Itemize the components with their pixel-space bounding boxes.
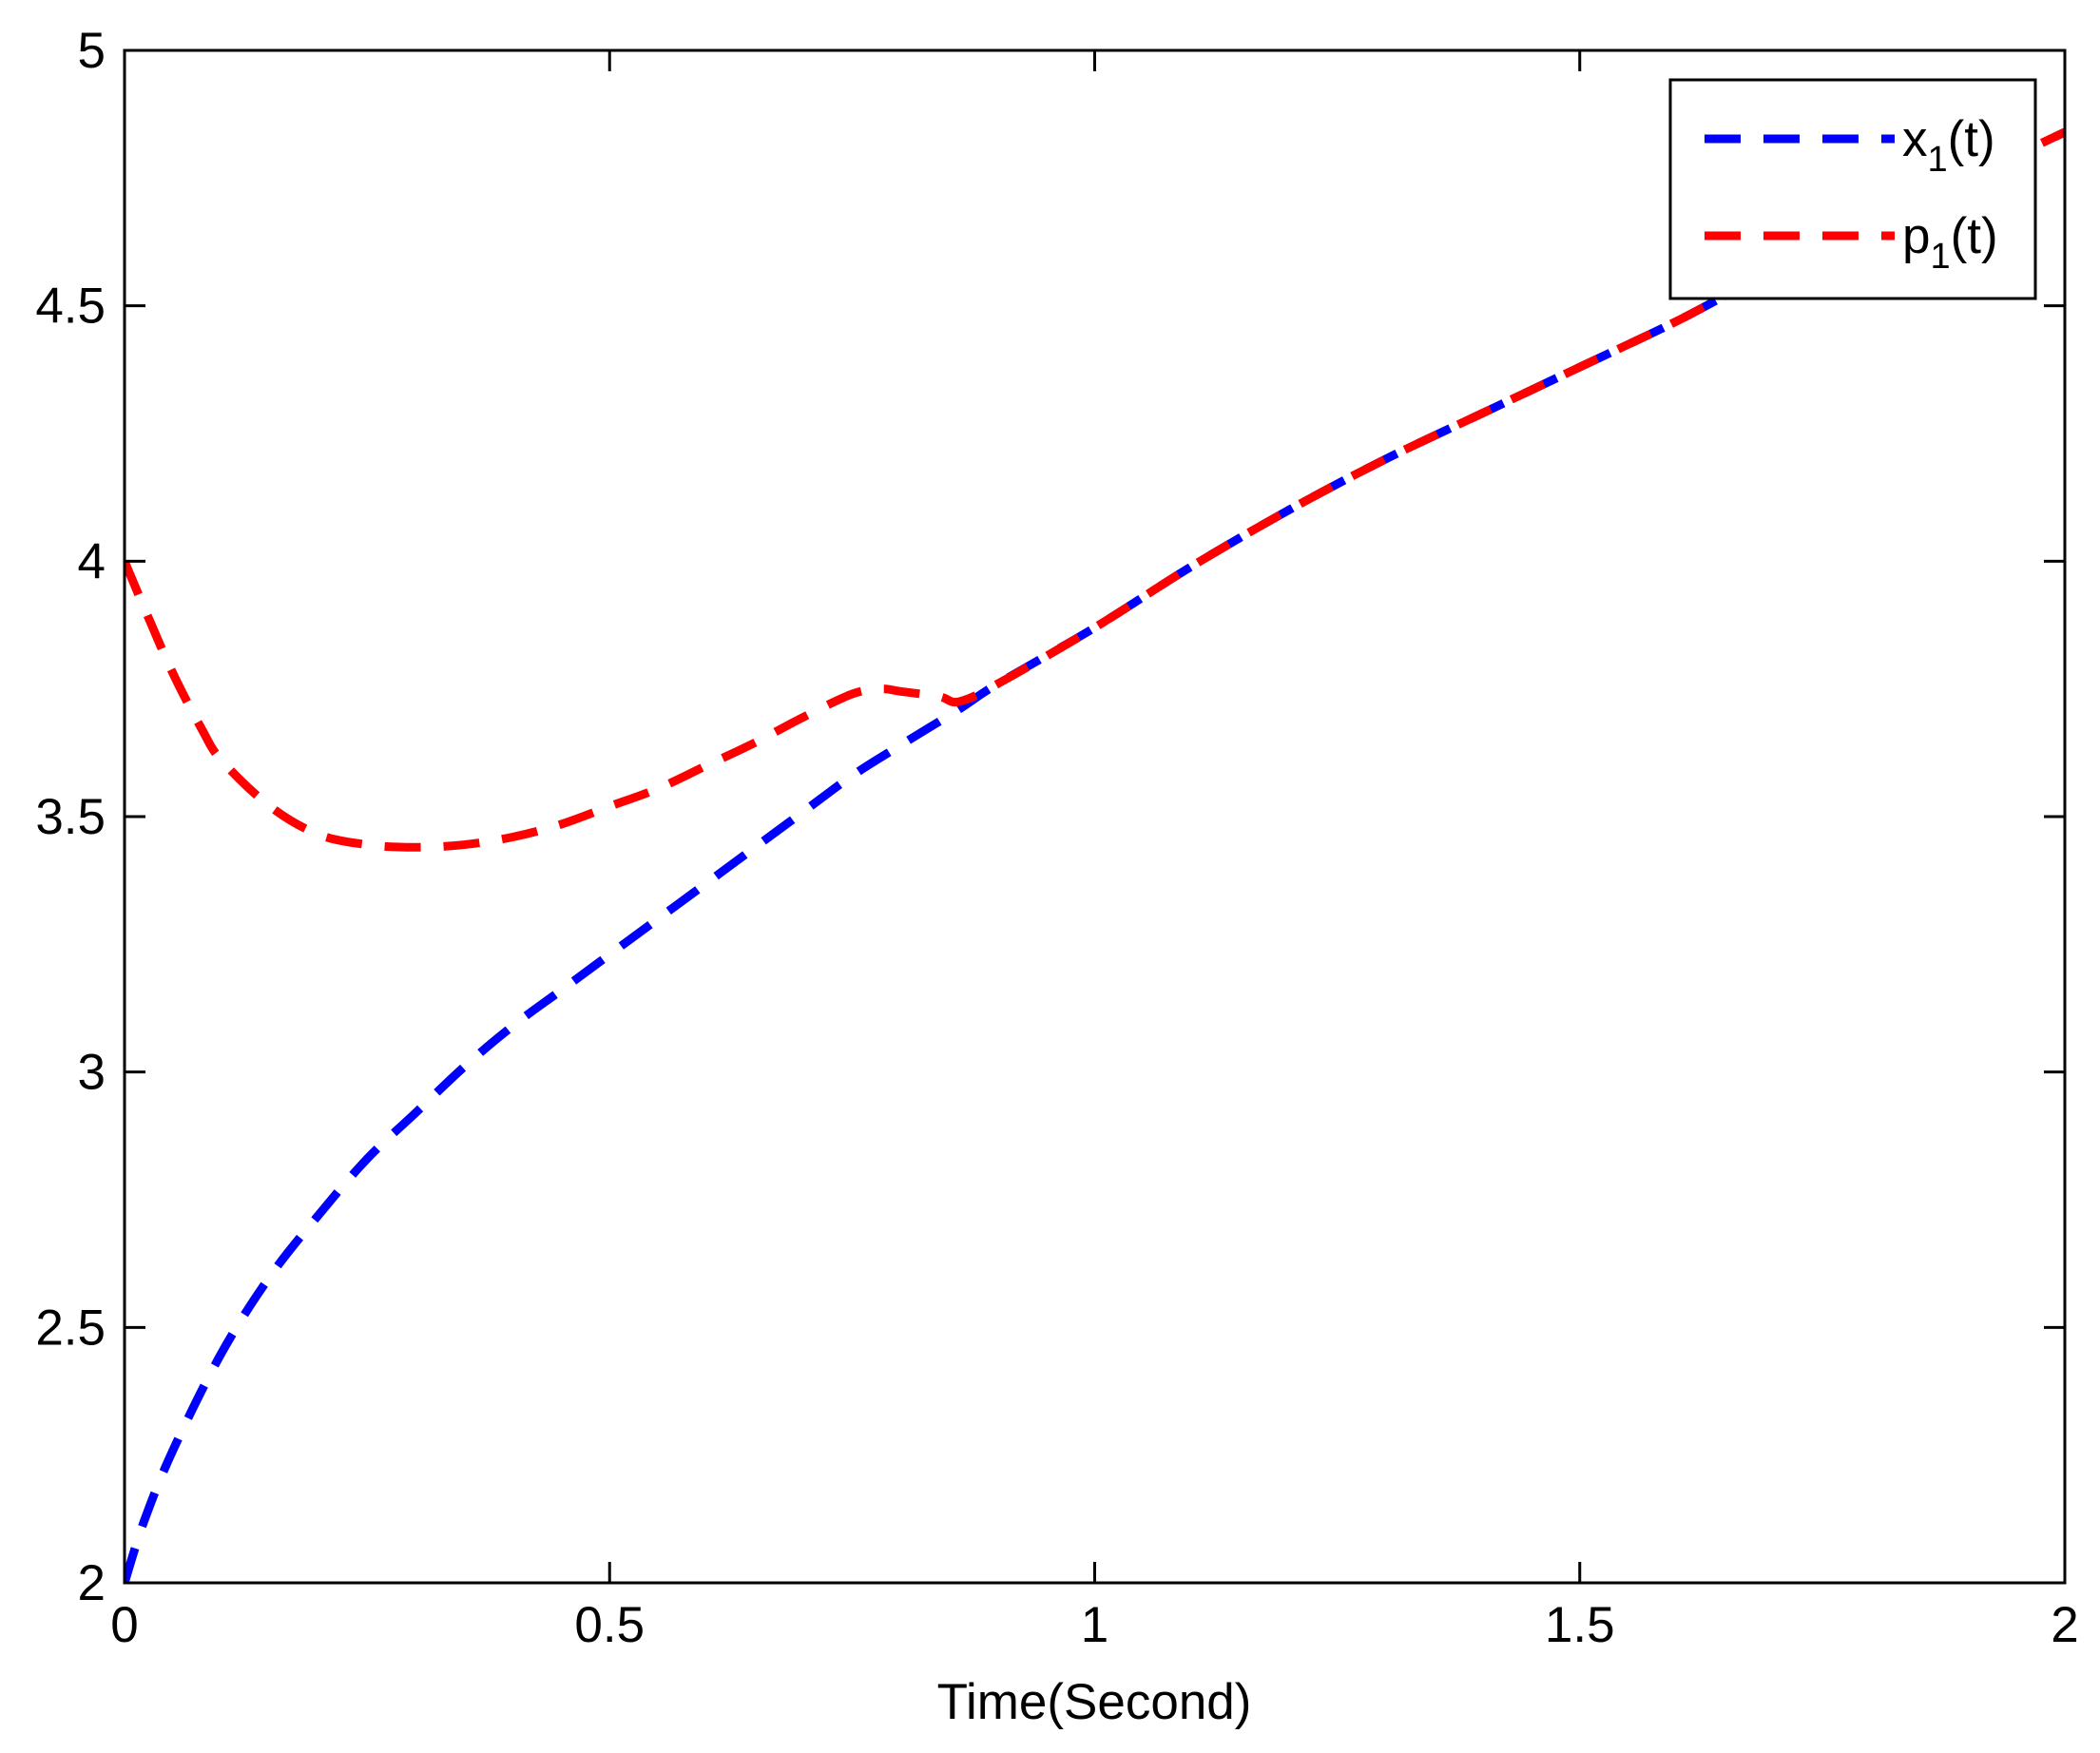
legend-label-p1: p1(t) — [1902, 208, 1998, 277]
legend: x1(t) p1(t) — [1668, 78, 2037, 300]
legend-box — [1668, 78, 2037, 300]
y-tick-label: 2.5 — [35, 1300, 106, 1356]
x-tick-label: 0.5 — [574, 1597, 645, 1653]
y-axis-tick-labels: 2 2.5 3 3.5 4 4.5 5 — [35, 23, 106, 1611]
y-tick-label: 4 — [78, 533, 106, 589]
series-layer — [125, 127, 2065, 1583]
y-tick-label: 3 — [78, 1045, 106, 1101]
x-tick-label: 2 — [2051, 1597, 2078, 1653]
x-tick-label: 1 — [1081, 1597, 1108, 1653]
y-tick-label: 2 — [78, 1555, 106, 1611]
x-tick-label: 1.5 — [1545, 1597, 1615, 1653]
x-tick-label: 0 — [110, 1597, 138, 1653]
y-tick-label: 4.5 — [35, 279, 106, 335]
axis-ticks — [123, 48, 2067, 1585]
x-axis-tick-labels: 0 0.5 1 1.5 2 — [110, 1597, 2078, 1653]
legend-label-x1: x1(t) — [1902, 111, 1995, 180]
series-line-x1 — [125, 127, 2065, 1583]
y-tick-label: 3.5 — [35, 789, 106, 845]
y-tick-label: 5 — [78, 23, 106, 79]
x-axis-title: Time(Second) — [937, 1674, 1252, 1730]
